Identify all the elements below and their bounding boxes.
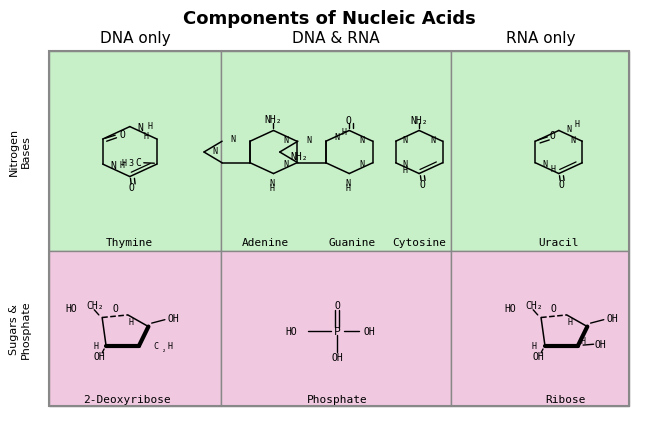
Text: H: H xyxy=(342,128,347,137)
Text: Sugars &
Phosphate: Sugars & Phosphate xyxy=(9,300,30,358)
Text: P: P xyxy=(334,326,341,336)
Text: N: N xyxy=(270,178,275,187)
Text: H: H xyxy=(129,317,134,326)
Text: HO: HO xyxy=(285,326,297,336)
Text: N: N xyxy=(360,136,364,145)
Text: H: H xyxy=(403,166,407,174)
Text: Components of Nucleic Acids: Components of Nucleic Acids xyxy=(183,10,476,28)
Text: 3: 3 xyxy=(128,159,133,168)
Text: CH₂: CH₂ xyxy=(526,301,543,311)
Text: N: N xyxy=(403,160,407,169)
Text: N: N xyxy=(431,136,436,145)
Bar xyxy=(49,52,629,406)
Text: OH: OH xyxy=(532,351,544,362)
Text: NH₂: NH₂ xyxy=(291,152,308,162)
Text: ₂: ₂ xyxy=(162,347,166,353)
Text: Adenine: Adenine xyxy=(242,237,289,247)
Text: N: N xyxy=(230,135,235,144)
Text: N: N xyxy=(543,160,548,169)
Bar xyxy=(221,252,451,406)
Text: H: H xyxy=(120,161,125,170)
Text: H: H xyxy=(345,184,351,192)
Text: OH: OH xyxy=(94,351,105,362)
Text: CH₂: CH₂ xyxy=(87,301,104,311)
Text: Phosphate: Phosphate xyxy=(307,393,368,404)
Text: H: H xyxy=(567,317,573,326)
Text: O: O xyxy=(550,131,556,141)
Text: O: O xyxy=(335,300,340,310)
Bar xyxy=(451,52,629,252)
Text: Uracil: Uracil xyxy=(538,237,579,247)
Text: H: H xyxy=(574,120,579,129)
Text: OH: OH xyxy=(594,339,606,349)
Text: O: O xyxy=(119,129,125,140)
Text: Thymine: Thymine xyxy=(106,237,154,247)
Text: C: C xyxy=(153,342,158,350)
Text: OH: OH xyxy=(167,313,179,323)
Text: O: O xyxy=(129,183,134,193)
Text: N: N xyxy=(566,125,571,134)
Text: DNA only: DNA only xyxy=(100,31,171,46)
Text: O: O xyxy=(551,304,557,314)
Text: H: H xyxy=(167,342,173,350)
Text: H: H xyxy=(532,342,537,350)
Text: HO: HO xyxy=(504,303,516,313)
Bar xyxy=(49,252,221,406)
Text: H: H xyxy=(121,159,127,168)
Bar xyxy=(451,252,629,406)
Text: N: N xyxy=(212,147,217,155)
Text: HO: HO xyxy=(65,303,77,313)
Text: N: N xyxy=(571,136,575,145)
Text: Guanine: Guanine xyxy=(329,237,376,247)
Text: Cytosine: Cytosine xyxy=(392,237,446,247)
Text: O: O xyxy=(112,304,118,314)
Text: N: N xyxy=(284,160,289,169)
Text: N: N xyxy=(345,178,351,187)
Text: Ribose: Ribose xyxy=(545,393,586,404)
Text: N: N xyxy=(110,160,116,171)
Text: N: N xyxy=(306,136,311,144)
Bar xyxy=(49,52,221,252)
Text: O: O xyxy=(420,179,425,190)
Text: N: N xyxy=(403,135,407,144)
Text: H: H xyxy=(581,337,586,345)
Text: H: H xyxy=(144,132,149,141)
Text: OH: OH xyxy=(606,313,618,323)
Text: DNA & RNA: DNA & RNA xyxy=(293,31,380,46)
Text: 2-Deoxyribose: 2-Deoxyribose xyxy=(82,393,171,404)
Text: H: H xyxy=(270,184,275,192)
Text: C: C xyxy=(136,158,142,168)
Text: H: H xyxy=(551,165,556,174)
Text: NH₂: NH₂ xyxy=(265,114,282,125)
Text: H: H xyxy=(147,122,152,130)
Text: RNA only: RNA only xyxy=(505,31,575,46)
Text: OH: OH xyxy=(331,352,343,362)
Text: Nitrogen
Bases: Nitrogen Bases xyxy=(9,128,30,175)
Text: N: N xyxy=(138,122,143,132)
Text: NH₂: NH₂ xyxy=(411,115,428,126)
Text: N: N xyxy=(284,136,289,145)
Text: N: N xyxy=(334,133,339,142)
Bar xyxy=(221,52,451,252)
Text: O: O xyxy=(559,179,564,190)
Text: H: H xyxy=(93,342,98,350)
Text: N: N xyxy=(360,160,364,169)
Text: O: O xyxy=(345,115,351,126)
Text: OH: OH xyxy=(363,326,375,336)
